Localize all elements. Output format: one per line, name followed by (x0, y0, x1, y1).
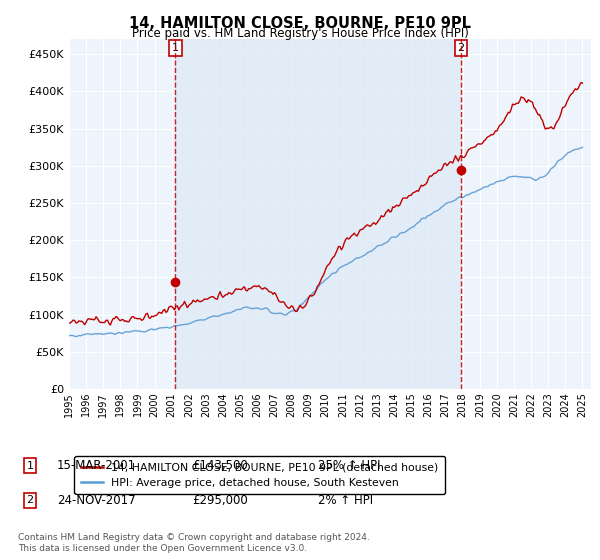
Text: Price paid vs. HM Land Registry's House Price Index (HPI): Price paid vs. HM Land Registry's House … (131, 27, 469, 40)
Text: 2% ↑ HPI: 2% ↑ HPI (318, 493, 373, 507)
Text: 14, HAMILTON CLOSE, BOURNE, PE10 9PL: 14, HAMILTON CLOSE, BOURNE, PE10 9PL (129, 16, 471, 31)
Text: 24-NOV-2017: 24-NOV-2017 (57, 493, 136, 507)
Legend: 14, HAMILTON CLOSE, BOURNE, PE10 9PL (detached house), HPI: Average price, detac: 14, HAMILTON CLOSE, BOURNE, PE10 9PL (de… (74, 456, 445, 494)
Text: Contains HM Land Registry data © Crown copyright and database right 2024.
This d: Contains HM Land Registry data © Crown c… (18, 533, 370, 553)
Text: 25% ↑ HPI: 25% ↑ HPI (318, 459, 380, 473)
Bar (175, 39, 461, 389)
Text: £295,000: £295,000 (192, 493, 248, 507)
Text: 15-MAR-2001: 15-MAR-2001 (57, 459, 136, 473)
Text: 1: 1 (26, 461, 34, 471)
Text: 2: 2 (457, 43, 464, 53)
Text: 2: 2 (26, 495, 34, 505)
Text: £143,500: £143,500 (192, 459, 248, 473)
Text: 1: 1 (172, 43, 179, 53)
